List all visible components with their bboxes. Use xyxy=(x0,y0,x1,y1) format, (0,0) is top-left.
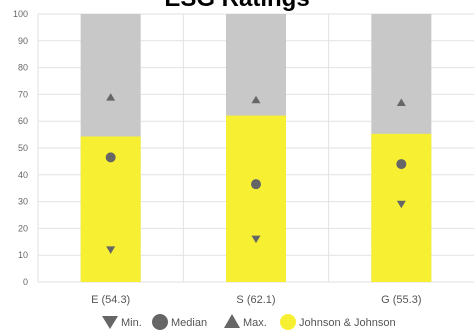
y-tick-label: 30 xyxy=(18,197,28,207)
legend-label: Max. xyxy=(243,317,267,329)
legend-label: Min. xyxy=(121,317,142,329)
y-tick-label: 50 xyxy=(18,143,28,153)
stat-markers xyxy=(105,93,407,254)
legend-swatch-triangle-up xyxy=(224,314,240,328)
bar xyxy=(226,115,286,283)
y-axis-ticks: 0 10 20 30 40 50 60 70 80 90 100 xyxy=(13,9,28,287)
y-tick-label: 80 xyxy=(18,63,28,73)
triangle-down-marker xyxy=(251,235,261,244)
value-bars xyxy=(80,115,432,283)
x-category-label: S (62.1) xyxy=(236,294,275,306)
y-tick-label: 60 xyxy=(18,116,28,126)
legend: Min. Median Max. Johnson & Johnson xyxy=(102,314,396,330)
circle-marker xyxy=(105,152,116,163)
y-tick-label: 100 xyxy=(13,9,28,19)
y-tick-label: 10 xyxy=(18,250,28,260)
circle-marker xyxy=(396,159,407,170)
y-tick-label: 90 xyxy=(18,36,28,46)
y-tick-label: 40 xyxy=(18,170,28,180)
chart-title: ESG Ratings xyxy=(164,0,309,12)
x-axis-labels: E (54.3) S (62.1) G (55.3) xyxy=(91,294,421,306)
triangle-up-marker xyxy=(251,95,261,104)
triangle-down-marker xyxy=(396,200,406,209)
legend-swatch-circle xyxy=(280,314,296,330)
triangle-down-marker xyxy=(106,246,116,254)
triangle-up-marker xyxy=(106,93,116,101)
y-tick-label: 0 xyxy=(23,277,28,287)
legend-swatch-triangle-down xyxy=(102,316,118,329)
legend-swatch-circle xyxy=(152,314,168,330)
y-tick-label: 70 xyxy=(18,89,28,99)
circle-marker xyxy=(251,179,261,190)
triangle-up-marker xyxy=(396,98,406,106)
y-tick-label: 20 xyxy=(18,223,28,233)
legend-label: Johnson & Johnson xyxy=(299,317,396,329)
legend-label: Median xyxy=(171,317,207,329)
x-category-label: G (55.3) xyxy=(381,294,421,306)
x-category-label: E (54.3) xyxy=(91,294,130,306)
